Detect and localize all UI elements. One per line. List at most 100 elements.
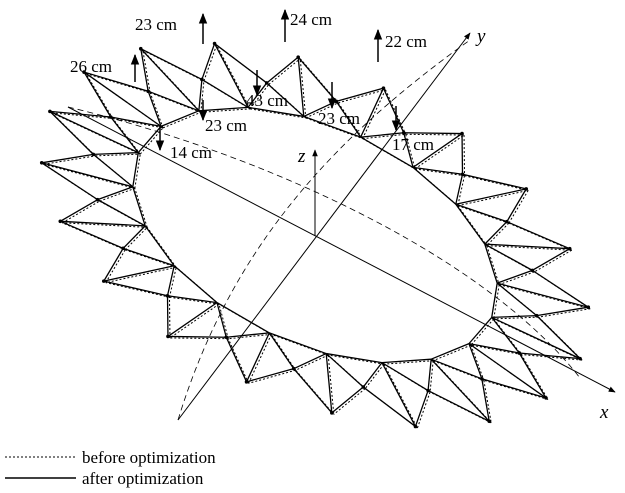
member — [163, 112, 201, 128]
member — [168, 303, 217, 337]
member — [537, 307, 589, 315]
member — [433, 345, 471, 361]
member — [499, 272, 534, 285]
member — [42, 154, 94, 162]
annotations: 23 cm24 cm22 cm26 cm43 cm23 cm23 cm14 cm… — [70, 10, 434, 162]
member — [509, 190, 528, 223]
axis-label: x — [599, 402, 609, 423]
member — [50, 111, 138, 152]
node — [200, 78, 204, 82]
node — [166, 335, 170, 339]
member — [215, 44, 267, 83]
node — [524, 187, 528, 191]
member — [123, 226, 145, 248]
member — [539, 309, 591, 317]
annotation-label: 23 cm — [135, 15, 177, 34]
annotation-label: 23 cm — [205, 116, 247, 135]
annotation-label: 23 cm — [318, 109, 360, 128]
member — [365, 364, 384, 388]
member — [199, 79, 202, 110]
node — [245, 380, 249, 384]
node — [40, 161, 44, 165]
member — [415, 391, 428, 427]
node — [102, 279, 106, 283]
member — [338, 90, 385, 103]
member — [492, 317, 580, 358]
node — [505, 220, 509, 224]
node — [334, 100, 338, 104]
annotation-label: 17 cm — [392, 135, 434, 154]
node — [296, 55, 300, 59]
member — [336, 88, 383, 101]
node — [292, 367, 296, 371]
member — [104, 281, 168, 296]
node — [426, 389, 430, 393]
member — [363, 387, 415, 426]
node — [517, 351, 521, 355]
member — [267, 57, 298, 83]
member — [431, 359, 489, 421]
annotation-label: 24 cm — [290, 10, 332, 29]
member — [271, 334, 295, 370]
member — [361, 88, 384, 137]
member — [86, 74, 113, 119]
member — [199, 107, 248, 110]
dashed-curve — [68, 107, 580, 378]
member — [532, 270, 588, 307]
member — [60, 200, 97, 222]
member — [123, 248, 174, 265]
node — [535, 314, 539, 318]
member — [334, 389, 365, 415]
member — [428, 391, 489, 422]
node — [58, 219, 62, 223]
member — [469, 344, 546, 398]
node — [544, 396, 548, 400]
axes: x y z — [68, 26, 615, 423]
member — [247, 333, 270, 382]
node — [487, 420, 491, 424]
annotation-label: 22 cm — [385, 32, 427, 51]
member — [247, 369, 294, 382]
member — [84, 72, 161, 126]
member — [141, 49, 199, 111]
legend-text: before optimization — [82, 448, 216, 467]
member — [521, 354, 548, 399]
node — [586, 305, 590, 309]
node — [92, 153, 96, 157]
member — [458, 206, 509, 223]
node — [330, 411, 334, 415]
axis-label: z — [297, 146, 306, 167]
node — [121, 247, 125, 251]
member — [271, 334, 328, 355]
member — [458, 206, 487, 246]
node — [414, 425, 418, 429]
node — [265, 81, 269, 85]
node — [146, 89, 150, 93]
member — [98, 187, 133, 200]
member — [106, 283, 170, 298]
node — [48, 110, 52, 114]
member — [125, 227, 147, 249]
node — [139, 47, 143, 51]
member — [298, 57, 336, 101]
member — [431, 359, 482, 379]
member — [228, 339, 248, 384]
node — [568, 247, 572, 251]
member — [62, 201, 99, 223]
node — [461, 172, 465, 176]
node — [382, 86, 386, 90]
node — [96, 198, 100, 202]
member — [138, 126, 161, 152]
member — [44, 156, 96, 164]
member — [204, 45, 217, 81]
annotation-label: 14 cm — [170, 143, 212, 162]
annotation-label: 43 cm — [246, 91, 288, 110]
member — [532, 249, 569, 271]
node — [460, 132, 464, 136]
member — [296, 355, 328, 370]
member — [269, 59, 300, 85]
member — [249, 370, 296, 383]
node — [361, 385, 365, 389]
member — [507, 222, 570, 249]
member — [332, 387, 363, 413]
